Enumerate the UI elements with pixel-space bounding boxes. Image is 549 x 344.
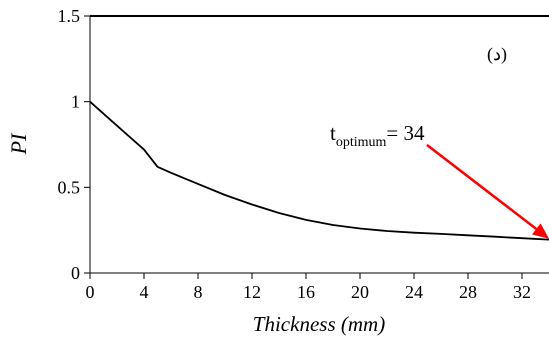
y-tick-label: 0	[71, 263, 80, 283]
x-tick-group: 0 4 8 12 16 20 24 28 32	[86, 273, 531, 302]
y-axis-title: PI	[6, 132, 31, 155]
x-tick-label: 32	[513, 282, 531, 302]
x-tick-label: 0	[86, 282, 95, 302]
x-tick-label: 16	[297, 282, 315, 302]
x-tick-label: 4	[140, 282, 149, 302]
x-tick-label: 12	[243, 282, 261, 302]
series-line-0	[89, 101, 549, 241]
x-tick-label: 28	[459, 282, 477, 302]
arrow-head	[532, 223, 549, 239]
x-axis-title: Thickness (mm)	[253, 312, 385, 336]
arrow-shaft	[426, 144, 538, 230]
y-tick-group: 0 0.5 1 1.5	[58, 6, 90, 283]
panel-label: (د)	[487, 44, 507, 65]
optimum-subscript: optimum	[336, 135, 387, 150]
optimum-annotation: toptimum= 34	[330, 121, 425, 150]
plot-frame	[89, 15, 549, 274]
x-tick-label: 24	[405, 282, 423, 302]
y-tick-label: 0.5	[58, 177, 81, 197]
series-group	[89, 101, 549, 241]
y-tick-label: 1.5	[58, 6, 81, 26]
x-tick-label: 8	[194, 282, 203, 302]
x-tick-label: 20	[351, 282, 369, 302]
y-tick-label: 1	[71, 92, 80, 112]
optimum-value: = 34	[386, 121, 425, 145]
optimum-arrow	[426, 144, 549, 239]
optimum-prefix: t	[330, 121, 336, 145]
